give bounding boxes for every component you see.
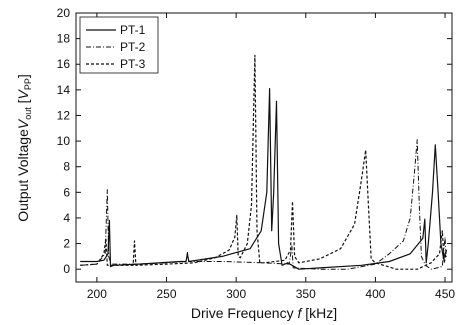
y-axis-label-var: V [15,118,31,129]
x-axis-label-var: f [297,305,303,321]
axis-ticks: 200 250 300 350 400 450 0 2 4 6 8 10 12 14 16 18 20 [57,6,456,301]
plot-frame [75,12,453,283]
y-axis-label-unit-var: V [15,88,31,99]
y-tick-label: 14 [57,83,71,97]
y-tick-label: 6 [63,185,70,199]
y-tick-label: 16 [57,57,71,71]
x-axis-label-unit: [kHz] [301,305,337,321]
x-axis-label-text: Drive Frequency [191,305,298,321]
x-tick-label: 200 [87,287,107,301]
x-tick-label: 400 [365,287,385,301]
legend: PT-1 PT-2 PT-3 [79,16,159,74]
y-axis-label: Output VoltageVout [VPP] [15,74,33,222]
y-tick-label: 20 [57,6,71,20]
y-axis-label-unit-sub: PP [23,78,33,90]
x-tick-label: 450 [435,287,455,301]
y-axis-label-unit-open: [ [15,99,31,107]
y-tick-label: 12 [57,108,71,122]
y-axis-label-sub: out [23,107,33,120]
legend-label-pt-2: PT-2 [120,40,146,54]
x-axis-label: Drive Frequency f [kHz] [191,305,337,321]
legend-label-pt-3: PT-3 [120,57,146,71]
x-tick-label: 350 [296,287,316,301]
series-layer [80,54,447,270]
y-tick-label: 2 [63,237,70,251]
x-tick-label: 250 [157,287,177,301]
series-line-pt-2 [80,139,447,270]
y-tick-label: 10 [57,134,71,148]
legend-label-pt-1: PT-1 [120,23,146,37]
y-tick-label: 8 [63,160,70,174]
y-tick-label: 4 [63,211,70,225]
y-axis-label-unit-close: ] [15,74,31,78]
y-tick-label: 18 [57,32,71,46]
series-line-pt-3 [80,54,447,270]
y-axis-label-text: Output Voltage [15,129,31,222]
x-tick-label: 300 [226,287,246,301]
y-tick-label: 0 [63,262,70,276]
